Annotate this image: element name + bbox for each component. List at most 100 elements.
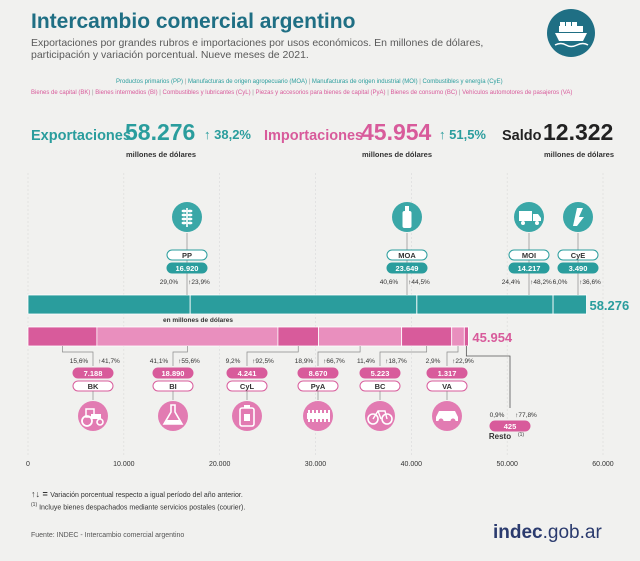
resto-note: (1) bbox=[518, 432, 524, 438]
wheat-icon bbox=[172, 202, 202, 232]
imports-label: Importaciones bbox=[264, 128, 364, 144]
part-tooth bbox=[320, 410, 322, 422]
export-share-moa: 40,6% bbox=[380, 279, 399, 286]
export-value-pp-box bbox=[166, 262, 208, 274]
import-segment-pya bbox=[318, 326, 403, 347]
legend-item: Bienes de capital (BK) bbox=[31, 90, 91, 96]
trade-chart: 0 10.000 20.000 30.000 40.000 50.000 60.000 58.… bbox=[26, 173, 629, 468]
export-value-moi-box bbox=[508, 262, 550, 274]
import-leader-bk bbox=[62, 346, 94, 366]
imports-value: 45.954 bbox=[361, 119, 432, 145]
car-wheel bbox=[438, 418, 444, 424]
import-leader-bi bbox=[172, 346, 188, 366]
import-change-bi: ↑55,6% bbox=[178, 358, 200, 365]
wheat-grain bbox=[181, 217, 187, 221]
import-code-resto: Resto bbox=[489, 432, 511, 441]
tractor-wheel bbox=[81, 415, 93, 427]
wheat-grain bbox=[181, 209, 187, 213]
fuel-bolt bbox=[573, 208, 584, 226]
exports-legend: Productos primarios (PP) | Manufacturas … bbox=[116, 79, 503, 85]
import-share-va: 2,9% bbox=[426, 358, 441, 365]
import-code-bc: BC bbox=[375, 382, 386, 391]
truck-wheel bbox=[521, 221, 525, 225]
legend-item: Manufacturas de origen agropecuario (MOA… bbox=[187, 79, 307, 85]
legend-item: Vehículos automotores de pasajeros (VA) bbox=[462, 90, 573, 96]
export-value-cye: 3.490 bbox=[569, 264, 588, 273]
legend-item: Combustibles y energía (CyE) bbox=[422, 79, 503, 85]
export-share-cye: 6,0% bbox=[553, 279, 568, 286]
balance-unit: millones de dólares bbox=[544, 150, 615, 159]
wheat-grain bbox=[187, 209, 193, 213]
fuel-icon bbox=[563, 202, 593, 232]
wheat-grain bbox=[187, 221, 193, 225]
x-tick-label: 60.000 bbox=[592, 461, 614, 468]
export-code-cye-box bbox=[557, 249, 599, 261]
wheat-grain bbox=[187, 217, 193, 221]
import-share-bc: 11,4% bbox=[357, 358, 375, 365]
tractor-body bbox=[91, 414, 101, 419]
bicycle-wheel bbox=[367, 413, 379, 425]
exports-value: 58.276 bbox=[125, 119, 196, 145]
arrows-icon: ↑↓ = bbox=[31, 489, 51, 499]
import-share-bi: 41,1% bbox=[150, 358, 169, 365]
chart-unit-label: en millones de dólares bbox=[163, 317, 233, 324]
import-value-resto-box bbox=[489, 420, 531, 432]
import-value-pya: 8.670 bbox=[309, 369, 328, 378]
export-code-pp-box bbox=[166, 249, 208, 261]
balance-value: 12.322 bbox=[543, 119, 614, 145]
imports-unit: millones de dólares bbox=[362, 150, 433, 159]
imports-change: ↑ 51,5% bbox=[439, 127, 486, 142]
flask-icon bbox=[158, 401, 188, 431]
export-code-moi: MOI bbox=[522, 251, 536, 260]
car-body bbox=[436, 411, 458, 421]
export-value-pp: 16.920 bbox=[176, 264, 199, 273]
jerrycan-label bbox=[244, 414, 250, 421]
import-code-bk: BK bbox=[88, 382, 99, 391]
x-tick-label: 10.000 bbox=[113, 461, 135, 468]
exports-bar bbox=[28, 295, 587, 314]
imports-total-label: 45.954 bbox=[472, 330, 513, 345]
import-leader-va bbox=[446, 346, 459, 366]
car-icon bbox=[432, 401, 462, 431]
import-leader-resto bbox=[465, 346, 511, 408]
truck-cab bbox=[533, 214, 541, 221]
x-tick-label: 50.000 bbox=[496, 461, 518, 468]
exports-total-label: 58.276 bbox=[589, 298, 629, 313]
import-segment-bc bbox=[401, 326, 453, 347]
exports-unit: millones de dólares bbox=[126, 150, 197, 159]
import-change-bc: ↑18,7% bbox=[385, 358, 407, 365]
part-tooth bbox=[308, 410, 310, 422]
flask-liquid bbox=[165, 420, 181, 424]
import-share-resto: 0,9% bbox=[490, 412, 505, 419]
exports-label: Exportaciones bbox=[31, 128, 131, 144]
bottle-icon bbox=[392, 202, 422, 232]
import-segment-resto bbox=[463, 326, 469, 347]
import-change-resto: ↑77,8% bbox=[515, 412, 537, 419]
bicycle-frame bbox=[372, 410, 388, 420]
export-code-moi-box bbox=[508, 249, 550, 261]
import-share-bk: 15,6% bbox=[70, 358, 89, 365]
import-value-cyl-box bbox=[226, 367, 268, 379]
import-value-bc-box bbox=[359, 367, 401, 379]
arrow-footnote: ↑↓ = Variación porcentual respecto a igu… bbox=[31, 489, 243, 499]
import-code-bi: BI bbox=[169, 382, 177, 391]
bottle-body bbox=[402, 211, 412, 228]
wheat-grain bbox=[187, 213, 193, 217]
export-change-cye: ↑36,6% bbox=[579, 279, 601, 286]
export-change-pp: ↑23,9% bbox=[188, 279, 210, 286]
courier-footnote: (1) Incluye bienes despachados mediante … bbox=[31, 502, 246, 512]
import-change-bk: ↑41,7% bbox=[98, 358, 120, 365]
x-tick-label: 40.000 bbox=[401, 461, 423, 468]
bottle-neck bbox=[405, 206, 409, 211]
import-change-pya: ↑66,7% bbox=[323, 358, 345, 365]
indec-brand: indec.gob.ar bbox=[493, 522, 602, 543]
export-value-moa-box bbox=[386, 262, 428, 274]
legend-item: Bienes de consumo (BC) bbox=[390, 90, 458, 96]
flask-shape bbox=[162, 404, 184, 425]
jerrycan-icon bbox=[232, 401, 262, 431]
export-change-moa: ↑44,5% bbox=[408, 279, 430, 286]
import-segment-cyl bbox=[277, 326, 319, 347]
import-code-pya: PyA bbox=[311, 382, 326, 391]
ship-logo-icon bbox=[546, 8, 596, 58]
